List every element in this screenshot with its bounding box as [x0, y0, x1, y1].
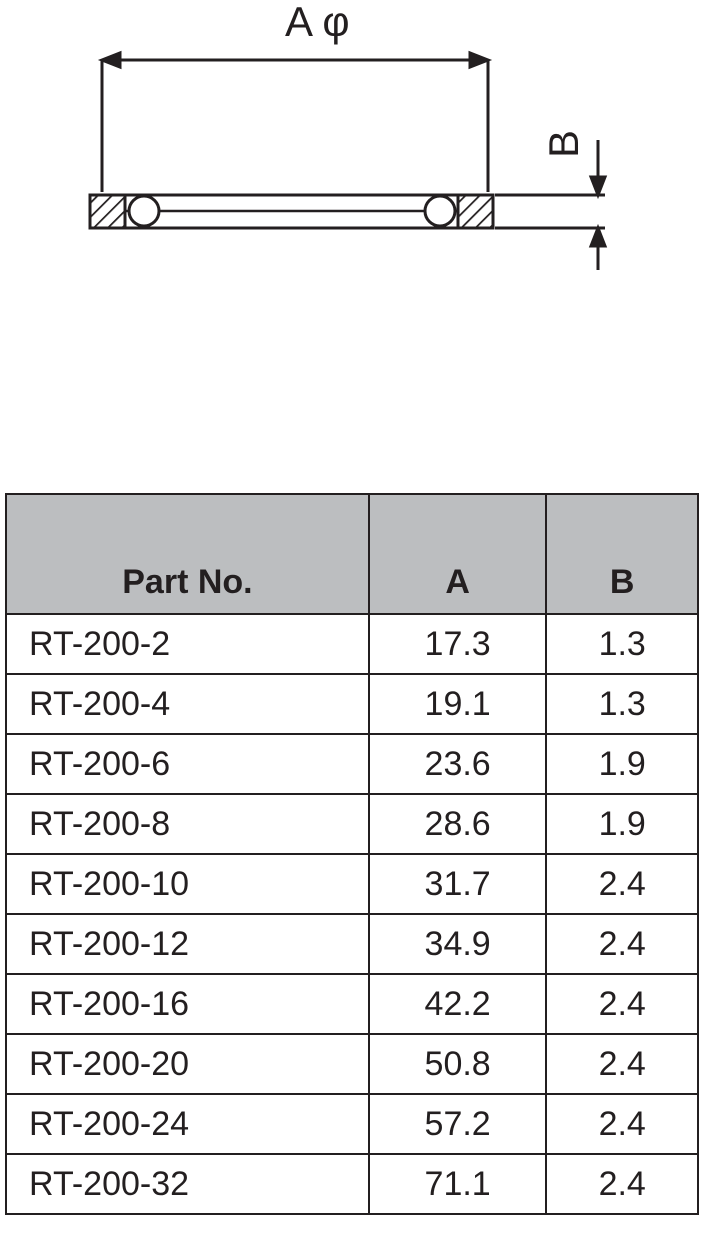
- table-row: RT-200-8 28.6 1.9: [6, 794, 698, 854]
- cell-A: 50.8: [369, 1034, 547, 1094]
- cell-B: 2.4: [546, 854, 698, 914]
- cell-B: 2.4: [546, 1154, 698, 1214]
- cell-B: 1.9: [546, 734, 698, 794]
- cell-part: RT-200-4: [6, 674, 369, 734]
- cell-part: RT-200-6: [6, 734, 369, 794]
- cell-B: 1.3: [546, 674, 698, 734]
- table-row: RT-200-6 23.6 1.9: [6, 734, 698, 794]
- cell-A: 19.1: [369, 674, 547, 734]
- col-header-A: A: [369, 494, 547, 614]
- dimension-diagram: A φ B: [80, 0, 640, 280]
- col-header-B: B: [546, 494, 698, 614]
- col-header-part: Part No.: [6, 494, 369, 614]
- cell-A: 31.7: [369, 854, 547, 914]
- cell-B: 2.4: [546, 1094, 698, 1154]
- dim-label-A: A φ: [285, 0, 350, 45]
- table-header-row: Part No. A B: [6, 494, 698, 614]
- cell-part: RT-200-20: [6, 1034, 369, 1094]
- cell-part: RT-200-2: [6, 614, 369, 674]
- dim-A-line: [102, 53, 488, 192]
- cell-B: 2.4: [546, 974, 698, 1034]
- dim-label-B: B: [540, 130, 587, 158]
- page: A φ B: [0, 0, 701, 1235]
- dim-B-line: [495, 140, 605, 270]
- cell-A: 34.9: [369, 914, 547, 974]
- cell-part: RT-200-12: [6, 914, 369, 974]
- cell-part: RT-200-8: [6, 794, 369, 854]
- cell-A: 28.6: [369, 794, 547, 854]
- table-row: RT-200-4 19.1 1.3: [6, 674, 698, 734]
- table-row: RT-200-12 34.9 2.4: [6, 914, 698, 974]
- table-row: RT-200-32 71.1 2.4: [6, 1154, 698, 1214]
- table-row: RT-200-24 57.2 2.4: [6, 1094, 698, 1154]
- table-row: RT-200-16 42.2 2.4: [6, 974, 698, 1034]
- cell-part: RT-200-24: [6, 1094, 369, 1154]
- cell-A: 17.3: [369, 614, 547, 674]
- cell-part: RT-200-16: [6, 974, 369, 1034]
- cell-A: 23.6: [369, 734, 547, 794]
- parts-table: Part No. A B RT-200-2 17.3 1.3 RT-200-4 …: [5, 493, 699, 1215]
- table-row: RT-200-10 31.7 2.4: [6, 854, 698, 914]
- cell-B: 2.4: [546, 914, 698, 974]
- cell-B: 1.3: [546, 614, 698, 674]
- table-row: RT-200-20 50.8 2.4: [6, 1034, 698, 1094]
- cell-A: 42.2: [369, 974, 547, 1034]
- cell-part: RT-200-10: [6, 854, 369, 914]
- cell-A: 57.2: [369, 1094, 547, 1154]
- cell-part: RT-200-32: [6, 1154, 369, 1214]
- diagram-svg: A φ B: [80, 0, 640, 280]
- cell-A: 71.1: [369, 1154, 547, 1214]
- cell-B: 1.9: [546, 794, 698, 854]
- cell-B: 2.4: [546, 1034, 698, 1094]
- cross-section: [90, 195, 493, 228]
- table-row: RT-200-2 17.3 1.3: [6, 614, 698, 674]
